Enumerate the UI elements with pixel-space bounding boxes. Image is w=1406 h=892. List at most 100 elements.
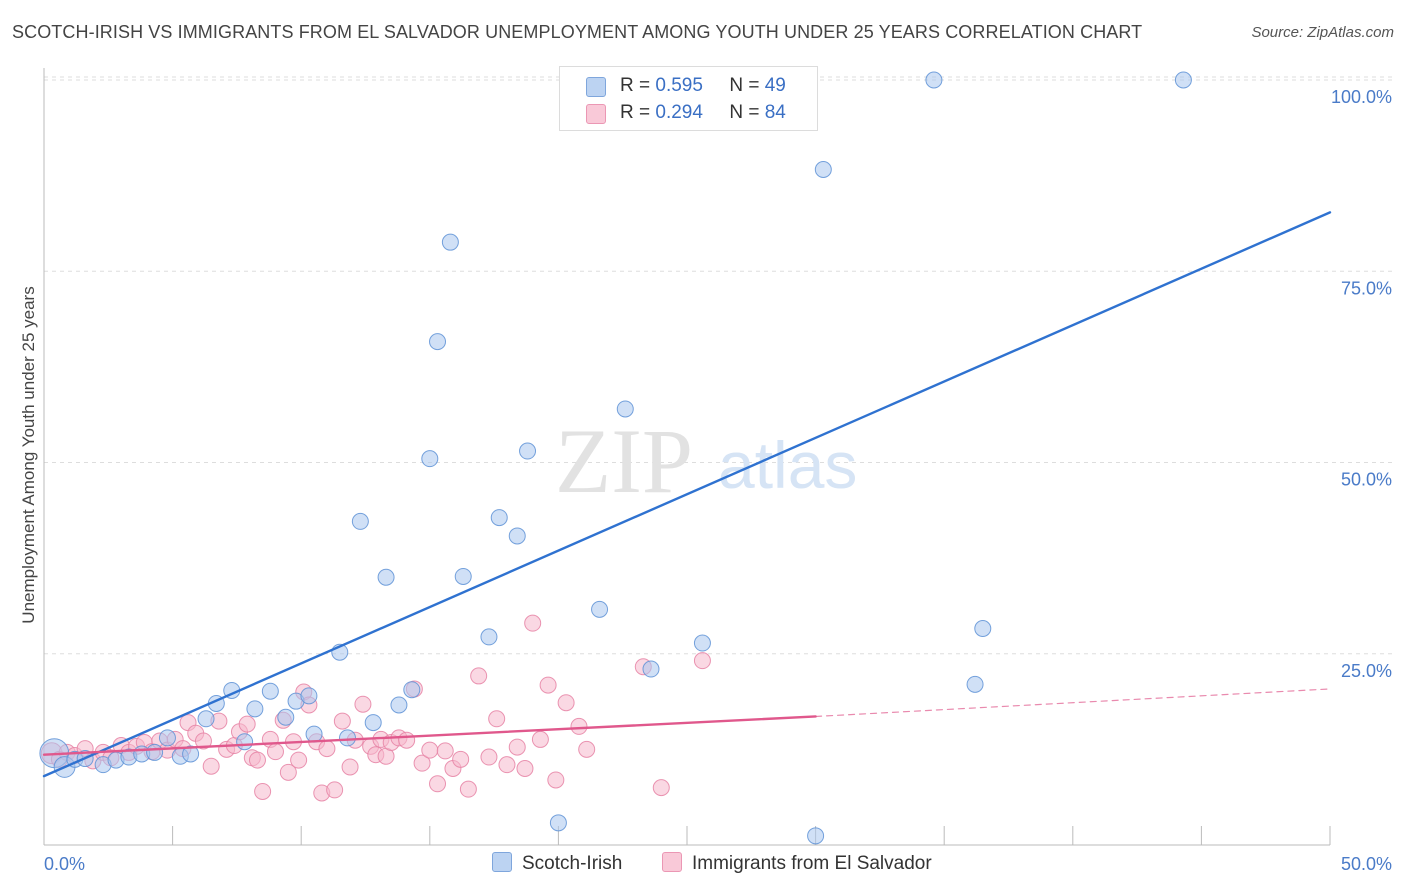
data-point-scotch-irish [377,568,395,586]
y-tick-label: 50.0% [1341,470,1392,490]
y-tick-label: 25.0% [1341,661,1392,681]
data-point-scotch-irish [807,827,825,845]
data-point-el-salvador [248,751,266,769]
legend-n-label: N = [729,102,760,123]
data-point-el-salvador [488,710,506,728]
data-point-scotch-irish [591,600,609,618]
data-point-el-salvador [570,717,588,735]
chart-title: SCOTCH-IRISH VS IMMIGRANTS FROM EL SALVA… [12,22,1143,42]
data-point-scotch-irish [390,696,408,714]
legend-r-value: 0.595 [655,75,703,96]
data-point-el-salvador [238,715,256,733]
series-immigrants-el-salvador [40,614,711,802]
data-point-scotch-irish [197,710,215,728]
data-point-scotch-irish [364,714,382,732]
data-point-el-salvador [557,694,575,712]
data-point-el-salvador [354,695,372,713]
data-point-scotch-irish [403,681,421,699]
data-point-el-salvador [266,743,284,761]
watermark: ZIP atlas [555,410,857,512]
x-tick-label-max: 50.0% [1341,854,1392,874]
data-point-scotch-irish [338,729,356,747]
trendline-scotch-irish [42,211,1332,778]
data-point-el-salvador [421,741,439,759]
x-tick-label-min: 0.0% [44,854,85,874]
legend-r-value: 0.294 [655,102,703,123]
data-point-scotch-irish [925,71,943,89]
bottom-legend-swatch-blue [492,852,512,872]
legend-swatch-blue [586,77,606,97]
source-label: Source: ZipAtlas.com [1251,24,1394,41]
data-point-scotch-irish [549,814,567,832]
bottom-legend-label: Immigrants from El Salvador [692,853,932,874]
data-point-scotch-irish [246,700,264,718]
data-point-scotch-irish [158,729,176,747]
legend-n-value: 84 [764,102,786,123]
data-point-el-salvador [459,780,477,798]
series-scotch-irish [39,71,1192,845]
trendlines [42,211,1332,778]
data-point-el-salvador [508,738,526,756]
legend-n-value: 49 [764,75,786,96]
y-tick-label: 100.0% [1331,87,1392,107]
data-point-scotch-irish [490,509,508,527]
data-point-scotch-irish [351,512,369,530]
data-point-el-salvador [516,760,534,777]
data-point-el-salvador [326,781,344,799]
data-point-el-salvador [652,779,670,797]
data-point-el-salvador [578,740,596,758]
data-point-scotch-irish [966,675,984,693]
bottom-legend-swatch-pink [662,852,682,872]
trendline-el-salvador [42,715,817,756]
data-point-scotch-irish [441,233,459,251]
data-point-el-salvador [693,652,711,670]
watermark-atlas: atlas [718,428,857,502]
data-point-scotch-irish [182,745,200,763]
data-point-scotch-irish [146,743,164,761]
bottom-legend-scotch-irish: Scotch-Irish [492,852,622,875]
legend-n-label: N = [729,75,760,96]
bottom-legend-label: Scotch-Irish [522,853,623,874]
data-point-scotch-irish [421,450,439,468]
data-point-el-salvador [547,771,565,789]
data-point-scotch-irish [519,442,537,460]
data-point-scotch-irish [480,628,498,646]
data-point-scotch-irish [454,567,472,585]
watermark-zip: ZIP [555,410,693,512]
legend-r-label: R = [620,102,651,123]
axes [43,68,1331,846]
data-point-el-salvador [498,756,516,774]
tick-labels: 25.0% 50.0% 75.0% 100.0% 0.0% 50.0% [44,87,1392,874]
data-point-el-salvador [452,750,470,768]
data-point-el-salvador [539,676,557,694]
data-point-scotch-irish [305,725,323,743]
data-point-scotch-irish [616,400,634,418]
data-point-scotch-irish [693,634,711,652]
legend: R = 0.595 N = 49 R = 0.294 N = 84 [559,66,818,131]
data-point-scotch-irish [300,687,318,705]
data-point-scotch-irish [508,527,526,545]
data-point-scotch-irish [429,333,447,351]
data-point-scotch-irish [236,733,254,751]
data-point-el-salvador [398,731,416,749]
trendline-el-salvador-projection [814,688,1331,718]
legend-r-label: R = [620,75,651,96]
data-point-scotch-irish [974,620,992,638]
data-point-el-salvador [290,751,308,769]
grid-lines [44,76,1392,655]
data-point-el-salvador [341,758,359,776]
data-point-scotch-irish [814,161,832,179]
data-point-el-salvador [531,730,549,748]
data-point-el-salvador [524,614,542,632]
data-point-el-salvador [436,742,454,760]
data-point-el-salvador [279,763,297,781]
y-axis-label: Unemployment Among Youth under 25 years [19,286,38,623]
y-tick-label: 75.0% [1341,278,1392,298]
data-point-scotch-irish [1174,71,1192,89]
data-point-scotch-irish [642,660,660,678]
data-point-el-salvador [318,740,336,758]
data-point-el-salvador [470,667,488,685]
data-point-scotch-irish [261,682,279,700]
data-point-el-salvador [254,782,272,800]
